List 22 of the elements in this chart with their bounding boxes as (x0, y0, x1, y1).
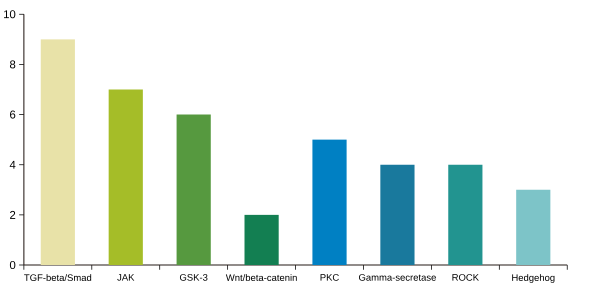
x-tick-label: TGF-beta/Smad (24, 274, 92, 281)
bar (312, 139, 347, 265)
bar (40, 39, 75, 265)
y-tick-label: 10 (4, 10, 16, 18)
x-tick-label: Hedgehog (512, 274, 554, 283)
y-tick-label: 4 (10, 160, 16, 168)
bar (176, 114, 211, 265)
x-tick-label: GSK-3 (180, 274, 208, 281)
bar (516, 190, 550, 265)
y-tick-label: 6 (10, 110, 16, 118)
y-tick-label: 2 (10, 210, 16, 219)
y-tick-label: 0 (10, 260, 16, 269)
x-tick-label: JAK (117, 274, 134, 280)
x-tick-label: ROCK (452, 274, 479, 281)
bar (244, 214, 279, 265)
bar (448, 164, 482, 265)
bar (380, 164, 415, 265)
x-tick-label: Wnt/beta-catenin (226, 274, 297, 281)
x-tick-label: PKC (320, 274, 339, 281)
bar (108, 89, 143, 265)
y-tick-label: 8 (10, 60, 16, 68)
x-tick-label: Gamma-secretase (358, 274, 436, 281)
